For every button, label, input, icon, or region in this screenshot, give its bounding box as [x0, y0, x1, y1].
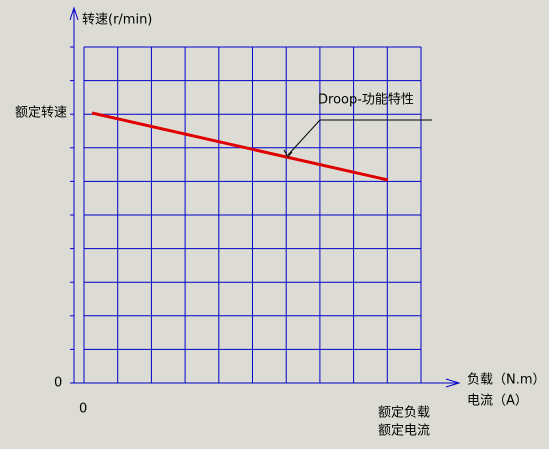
- y-arrow: [69, 6, 79, 21]
- x-axis-label-load: 负载（N.m）: [467, 373, 546, 388]
- rated-current-label: 额定电流: [378, 424, 430, 439]
- annotation: Droop-功能特性: [318, 93, 414, 108]
- droop-line: [91, 111, 389, 182]
- leader-line: [287, 119, 432, 156]
- y-axis-label: 转速(r/min): [82, 13, 152, 28]
- rated-speed-label: 额定转速: [15, 106, 67, 121]
- x-axis-label-current: 电流（A）: [467, 394, 528, 409]
- rated-load-label: 额定负载: [378, 406, 430, 421]
- x-arrow: [445, 378, 461, 388]
- y-origin-label: 0: [54, 376, 62, 391]
- x-origin-label: 0: [79, 402, 87, 417]
- leader-arrow: [283, 149, 293, 158]
